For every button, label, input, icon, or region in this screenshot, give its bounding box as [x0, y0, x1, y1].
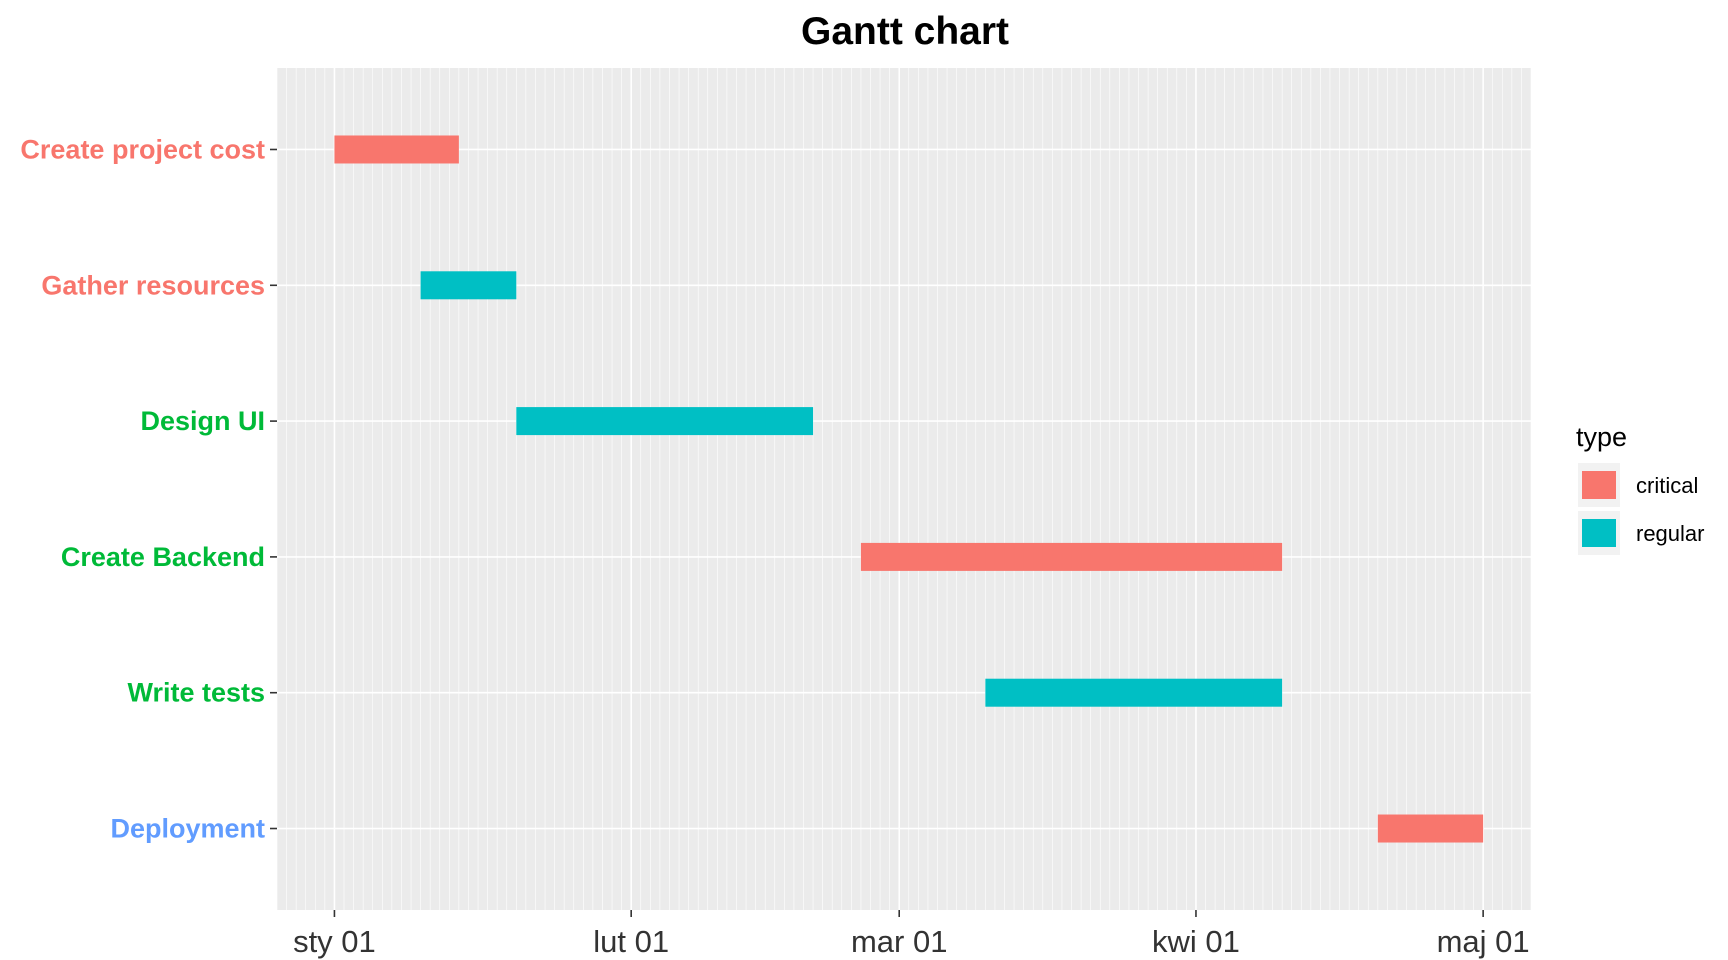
minor-gridlines — [276, 68, 1532, 910]
x-tick-label: kwi 01 — [1152, 924, 1240, 959]
legend-items: critical regular — [1578, 463, 1704, 555]
task-bars — [334, 135, 1484, 843]
legend: type critical regular — [1576, 422, 1704, 555]
legend-label: regular — [1636, 521, 1704, 546]
chart-title: Gantt chart — [801, 10, 1009, 53]
plot-panel — [277, 68, 1531, 910]
x-tick-label: lut 01 — [593, 924, 669, 959]
task-bar — [334, 135, 459, 164]
task-bar — [985, 678, 1283, 707]
y-axis: Create project cost Gather resources Desig… — [20, 134, 277, 844]
legend-swatch — [1582, 471, 1616, 499]
legend-title: type — [1576, 422, 1627, 452]
task-label: Deployment — [110, 814, 265, 844]
task-bar — [516, 407, 814, 436]
task-label: Create Backend — [61, 542, 265, 572]
task-bar — [420, 271, 517, 300]
x-tick-label: sty 01 — [293, 924, 376, 959]
task-bar — [860, 542, 1283, 571]
task-label: Create project cost — [20, 134, 265, 164]
x-tick-label: mar 01 — [851, 924, 947, 959]
legend-label: critical — [1636, 473, 1698, 498]
x-axis: sty 01 lut 01 mar 01 kwi 01 maj 01 — [293, 910, 1530, 959]
task-label: Write tests — [127, 678, 265, 708]
task-label: Gather resources — [41, 270, 265, 300]
x-tick-label: maj 01 — [1437, 924, 1530, 959]
task-label: Design UI — [140, 406, 265, 436]
task-bar — [1377, 814, 1484, 843]
legend-swatch — [1582, 519, 1616, 547]
